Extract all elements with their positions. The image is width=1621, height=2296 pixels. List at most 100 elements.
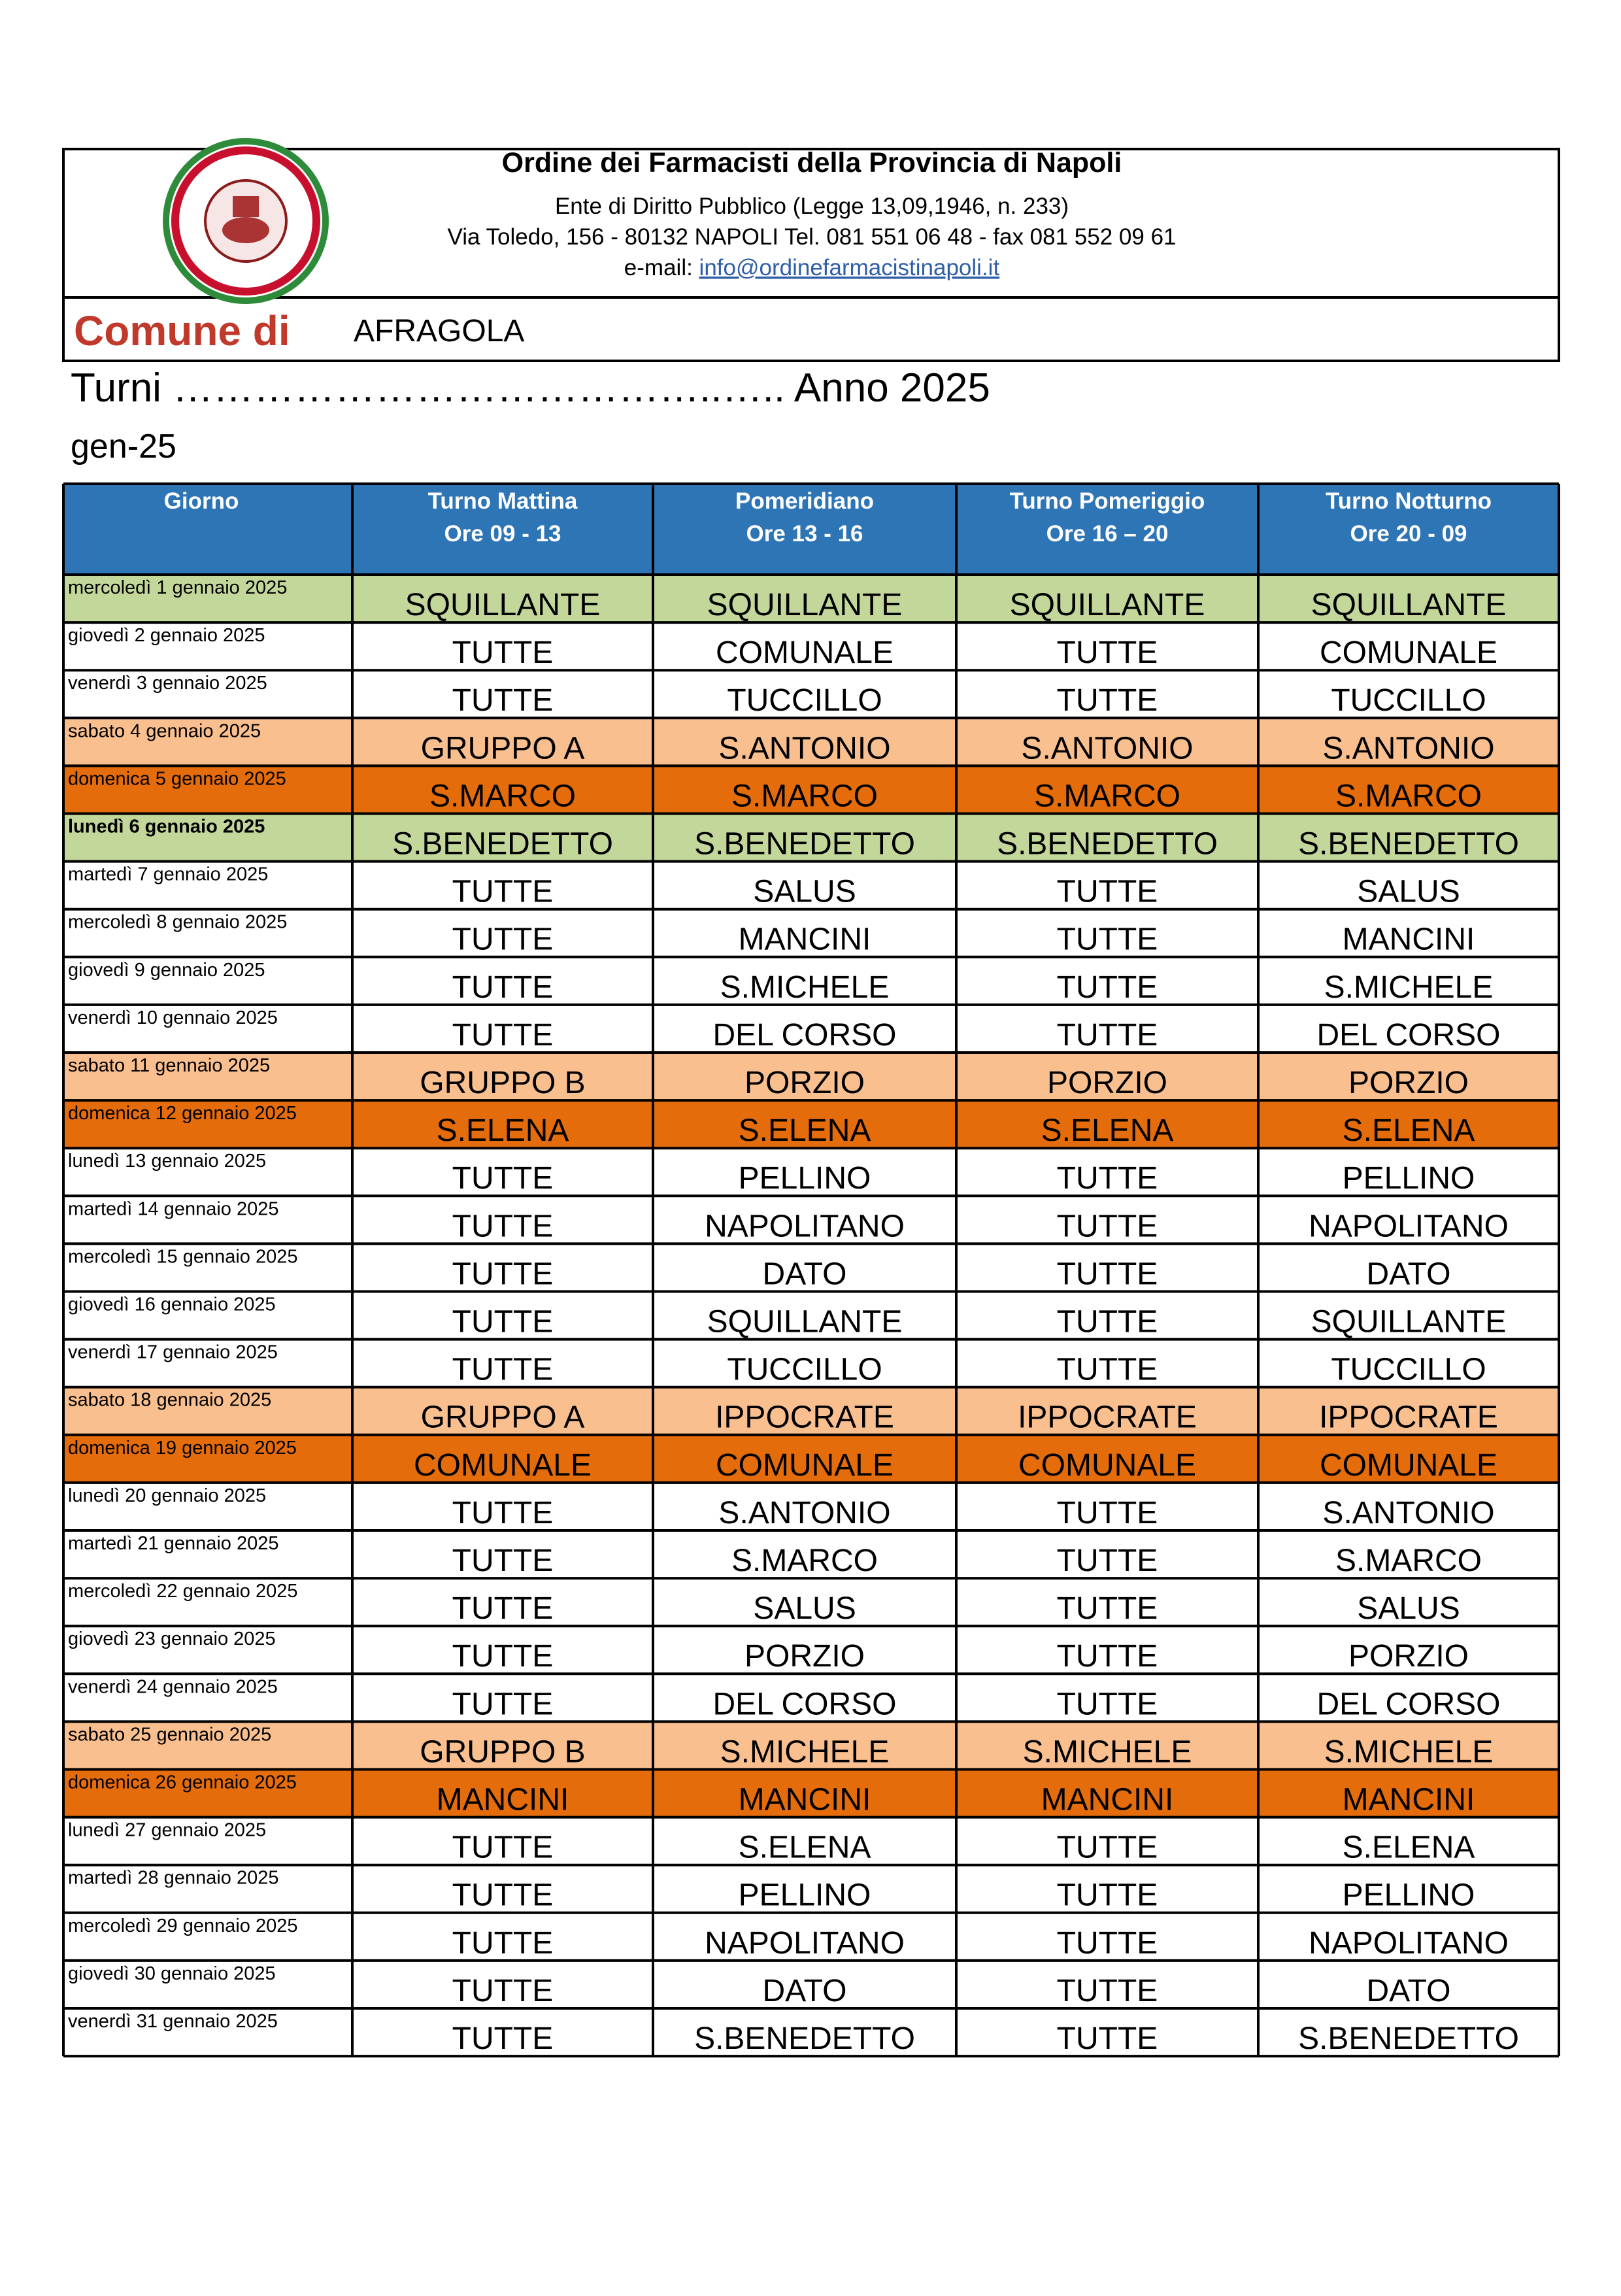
shift-cell: TUTTE: [1057, 1831, 1158, 1865]
shift-cell: SQUILLANTE: [405, 588, 601, 622]
shift-cell: COMUNALE: [1320, 635, 1497, 670]
shift-cell: S.ANTONIO: [718, 1496, 890, 1530]
shift-cell: TUTTE: [1057, 1926, 1158, 1961]
day-cell: mercoledì 8 gennaio 2025: [68, 912, 287, 933]
day-cell: domenica 5 gennaio 2025: [68, 768, 286, 789]
day-cell: mercoledì 1 gennaio 2025: [68, 577, 287, 598]
shift-cell: S.BENEDETTO: [392, 827, 613, 862]
shift-cell: TUTTE: [452, 1878, 554, 1913]
shift-cell: COMUNALE: [1320, 1448, 1497, 1483]
shift-cell: TUTTE: [452, 1161, 554, 1196]
column-header: Turno Notturno: [1326, 488, 1492, 514]
day-cell: sabato 4 gennaio 2025: [68, 720, 261, 741]
shift-cell: GRUPPO A: [421, 731, 585, 766]
org-title: Ordine dei Farmacisti della Provincia di…: [502, 147, 1122, 178]
shift-cell: DEL CORSO: [1317, 1687, 1501, 1721]
shift-cell: GRUPPO A: [421, 1400, 585, 1435]
shift-cell: PORZIO: [1348, 1066, 1469, 1100]
shift-cell: S.BENEDETTO: [1298, 2021, 1519, 2056]
shift-cell: DEL CORSO: [713, 1018, 897, 1053]
row-bg: [63, 622, 1559, 671]
shift-cell: MANCINI: [739, 922, 871, 957]
day-cell: venerdì 10 gennaio 2025: [68, 1007, 278, 1028]
org-line: Ente di Diritto Pubblico (Legge 13,09,19…: [555, 194, 1069, 219]
shift-cell: S.ANTONIO: [1322, 1496, 1494, 1530]
day-cell: martedì 7 gennaio 2025: [68, 864, 268, 885]
shift-cell: TUTTE: [1057, 875, 1158, 909]
shift-cell: S.ANTONIO: [1322, 731, 1494, 766]
shift-cell: S.ELENA: [1041, 1113, 1174, 1148]
shift-cell: TUTTE: [452, 1639, 554, 1674]
column-header: Pomeridiano: [735, 488, 874, 514]
shift-cell: TUTTE: [1057, 1639, 1158, 1674]
shift-cell: TUTTE: [452, 1831, 554, 1865]
column-header: Turno Mattina: [428, 488, 578, 514]
row-bg: [63, 861, 1559, 909]
shift-cell: S.BENEDETTO: [694, 2021, 915, 2056]
row-bg: [63, 1626, 1559, 1674]
shift-cell: SQUILLANTE: [1311, 588, 1507, 622]
shift-cell: TUTTE: [452, 1974, 554, 2008]
row-bg: [63, 670, 1559, 718]
shift-cell: TUTTE: [1057, 1209, 1158, 1243]
email-link[interactable]: info@ordinefarmacistinapoli.it: [699, 255, 1000, 280]
shift-cell: S.MICHELE: [720, 970, 890, 1005]
row-bg: [63, 956, 1559, 1005]
shift-cell: NAPOLITANO: [705, 1209, 905, 1243]
day-cell: martedì 21 gennaio 2025: [68, 1533, 278, 1554]
table: Giorno Turno Mattina Ore 09 - 13 Pomeridian…: [62, 482, 1560, 2058]
shift-cell: TUTTE: [1057, 1305, 1158, 1340]
shift-cell: S.ELENA: [1343, 1831, 1475, 1865]
shift-cell: DATO: [763, 1257, 847, 1291]
shift-cell: NAPOLITANO: [1309, 1926, 1509, 1961]
shift-cell: IPPOCRATE: [1018, 1400, 1197, 1435]
row-bg: [63, 909, 1559, 957]
row-bg: [63, 1053, 1559, 1101]
row-bg: [63, 2008, 1559, 2057]
row-bg: [63, 1196, 1559, 1244]
shift-cell: GRUPPO B: [420, 1734, 585, 1769]
shift-cell: PELLINO: [739, 1878, 871, 1913]
day-cell: lunedì 13 gennaio 2025: [68, 1151, 266, 1172]
shift-cell: TUTTE: [1057, 1257, 1158, 1291]
shift-cell: COMUNALE: [1018, 1448, 1196, 1483]
row-bg: [63, 1100, 1559, 1149]
shift-cell: PELLINO: [739, 1161, 871, 1196]
shift-cell: TUTTE: [1057, 1687, 1158, 1721]
shift-cell: TUCCILLO: [727, 1353, 882, 1387]
logo: [163, 138, 329, 304]
column-header: Ore 13 - 16: [746, 521, 863, 547]
email-label: e-mail:: [624, 255, 699, 280]
shift-cell: SALUS: [1357, 1591, 1460, 1626]
shift-cell: PELLINO: [1343, 1161, 1475, 1196]
shift-cell: TUTTE: [452, 1687, 554, 1721]
shift-cell: TUCCILLO: [1331, 1353, 1486, 1387]
shift-cell: IPPOCRATE: [1319, 1400, 1498, 1435]
shift-cell: PORZIO: [744, 1066, 865, 1100]
shift-cell: TUCCILLO: [727, 683, 882, 718]
header-row: [63, 484, 1559, 575]
shift-cell: S.MARCO: [1335, 779, 1482, 813]
day-cell: venerdì 31 gennaio 2025: [68, 2011, 278, 2032]
shift-cell: TUCCILLO: [1331, 683, 1486, 718]
day-cell: mercoledì 22 gennaio 2025: [68, 1581, 297, 1602]
shift-cell: S.ANTONIO: [1021, 731, 1193, 766]
shift-cell: DATO: [763, 1974, 847, 2008]
shift-cell: COMUNALE: [716, 635, 894, 670]
column-header: Ore 16 – 20: [1046, 521, 1169, 547]
day-cell: lunedì 20 gennaio 2025: [68, 1485, 266, 1506]
shift-cell: TUTTE: [452, 1305, 554, 1340]
shift-cell: TUTTE: [1057, 1018, 1158, 1053]
row-bg: [63, 1243, 1559, 1292]
shift-cell: PORZIO: [1348, 1639, 1469, 1674]
row-bg: [63, 1291, 1559, 1340]
shift-cell: SALUS: [753, 1591, 856, 1626]
day-cell: sabato 25 gennaio 2025: [68, 1724, 271, 1745]
shift-cell: S.MICHELE: [1023, 1734, 1192, 1769]
shift-cell: MANCINI: [739, 1783, 871, 1817]
shift-cell: SALUS: [1357, 875, 1460, 909]
comune-label: Comune di: [74, 307, 290, 354]
day-cell: venerdì 24 gennaio 2025: [68, 1676, 278, 1697]
shift-cell: PORZIO: [1047, 1066, 1167, 1100]
